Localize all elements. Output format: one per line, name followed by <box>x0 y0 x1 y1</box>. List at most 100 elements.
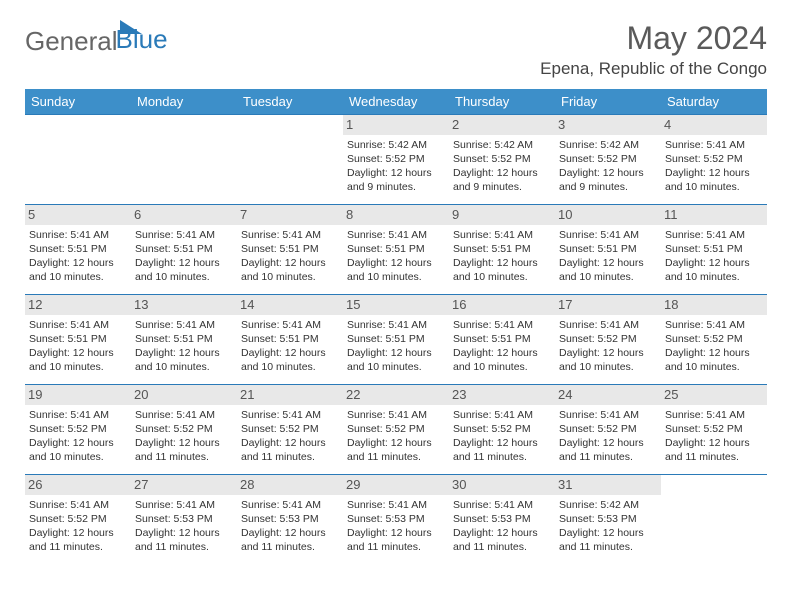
calendar-day-cell: 21Sunrise: 5:41 AMSunset: 5:52 PMDayligh… <box>237 385 343 475</box>
calendar-week-row: 12Sunrise: 5:41 AMSunset: 5:51 PMDayligh… <box>25 295 767 385</box>
calendar-day-cell: 14Sunrise: 5:41 AMSunset: 5:51 PMDayligh… <box>237 295 343 385</box>
calendar-day-cell: 1Sunrise: 5:42 AMSunset: 5:52 PMDaylight… <box>343 115 449 205</box>
day-number: 24 <box>555 385 661 405</box>
sunrise-line: Sunrise: 5:41 AM <box>29 228 127 242</box>
daylight-line: Daylight: 12 hours and 11 minutes. <box>241 436 339 464</box>
sunrise-line: Sunrise: 5:41 AM <box>453 408 551 422</box>
sunrise-line: Sunrise: 5:41 AM <box>135 498 233 512</box>
day-number: 29 <box>343 475 449 495</box>
sunset-line: Sunset: 5:52 PM <box>665 332 763 346</box>
sunrise-line: Sunrise: 5:41 AM <box>665 228 763 242</box>
sunrise-line: Sunrise: 5:41 AM <box>665 138 763 152</box>
sunset-line: Sunset: 5:52 PM <box>453 422 551 436</box>
daylight-line: Daylight: 12 hours and 9 minutes. <box>347 166 445 194</box>
location-label: Epena, Republic of the Congo <box>540 59 767 79</box>
daylight-line: Daylight: 12 hours and 11 minutes. <box>453 526 551 554</box>
weekday-header: Wednesday <box>343 89 449 115</box>
sunset-line: Sunset: 5:51 PM <box>559 242 657 256</box>
day-number: 21 <box>237 385 343 405</box>
daylight-line: Daylight: 12 hours and 10 minutes. <box>665 166 763 194</box>
sunrise-line: Sunrise: 5:41 AM <box>347 318 445 332</box>
sunset-line: Sunset: 5:52 PM <box>29 422 127 436</box>
calendar-day-cell: 30Sunrise: 5:41 AMSunset: 5:53 PMDayligh… <box>449 475 555 565</box>
sunrise-line: Sunrise: 5:41 AM <box>453 318 551 332</box>
sunset-line: Sunset: 5:51 PM <box>135 242 233 256</box>
sunset-line: Sunset: 5:53 PM <box>559 512 657 526</box>
sunrise-line: Sunrise: 5:41 AM <box>241 498 339 512</box>
sunset-line: Sunset: 5:51 PM <box>29 242 127 256</box>
sunrise-line: Sunrise: 5:41 AM <box>559 228 657 242</box>
daylight-line: Daylight: 12 hours and 10 minutes. <box>29 256 127 284</box>
weekday-header: Thursday <box>449 89 555 115</box>
day-number: 4 <box>661 115 767 135</box>
day-number: 15 <box>343 295 449 315</box>
calendar-day-cell: 12Sunrise: 5:41 AMSunset: 5:51 PMDayligh… <box>25 295 131 385</box>
calendar-day-cell: 19Sunrise: 5:41 AMSunset: 5:52 PMDayligh… <box>25 385 131 475</box>
weekday-header: Friday <box>555 89 661 115</box>
calendar-day-cell: 20Sunrise: 5:41 AMSunset: 5:52 PMDayligh… <box>131 385 237 475</box>
logo-text-general: General <box>25 26 118 57</box>
header: General Blue May 2024 Epena, Republic of… <box>25 20 767 79</box>
sunset-line: Sunset: 5:51 PM <box>135 332 233 346</box>
sunrise-line: Sunrise: 5:41 AM <box>29 498 127 512</box>
day-number: 12 <box>25 295 131 315</box>
daylight-line: Daylight: 12 hours and 10 minutes. <box>665 256 763 284</box>
day-number: 7 <box>237 205 343 225</box>
sunrise-line: Sunrise: 5:41 AM <box>29 408 127 422</box>
day-number: 3 <box>555 115 661 135</box>
daylight-line: Daylight: 12 hours and 10 minutes. <box>559 256 657 284</box>
sunrise-line: Sunrise: 5:41 AM <box>347 498 445 512</box>
sunset-line: Sunset: 5:52 PM <box>29 512 127 526</box>
calendar-day-cell: 29Sunrise: 5:41 AMSunset: 5:53 PMDayligh… <box>343 475 449 565</box>
daylight-line: Daylight: 12 hours and 11 minutes. <box>29 526 127 554</box>
sunset-line: Sunset: 5:52 PM <box>135 422 233 436</box>
calendar-day-cell: 15Sunrise: 5:41 AMSunset: 5:51 PMDayligh… <box>343 295 449 385</box>
sunrise-line: Sunrise: 5:41 AM <box>665 408 763 422</box>
calendar-day-cell: 22Sunrise: 5:41 AMSunset: 5:52 PMDayligh… <box>343 385 449 475</box>
calendar-day-cell: 13Sunrise: 5:41 AMSunset: 5:51 PMDayligh… <box>131 295 237 385</box>
calendar-day-cell: 3Sunrise: 5:42 AMSunset: 5:52 PMDaylight… <box>555 115 661 205</box>
calendar-day-cell: 27Sunrise: 5:41 AMSunset: 5:53 PMDayligh… <box>131 475 237 565</box>
sunrise-line: Sunrise: 5:41 AM <box>135 228 233 242</box>
daylight-line: Daylight: 12 hours and 10 minutes. <box>347 346 445 374</box>
calendar-day-cell: 23Sunrise: 5:41 AMSunset: 5:52 PMDayligh… <box>449 385 555 475</box>
calendar-day-cell: 6Sunrise: 5:41 AMSunset: 5:51 PMDaylight… <box>131 205 237 295</box>
daylight-line: Daylight: 12 hours and 10 minutes. <box>453 256 551 284</box>
sunset-line: Sunset: 5:51 PM <box>241 242 339 256</box>
sunset-line: Sunset: 5:52 PM <box>559 422 657 436</box>
sunrise-line: Sunrise: 5:42 AM <box>453 138 551 152</box>
daylight-line: Daylight: 12 hours and 10 minutes. <box>29 346 127 374</box>
daylight-line: Daylight: 12 hours and 11 minutes. <box>453 436 551 464</box>
daylight-line: Daylight: 12 hours and 11 minutes. <box>135 436 233 464</box>
daylight-line: Daylight: 12 hours and 10 minutes. <box>665 346 763 374</box>
daylight-line: Daylight: 12 hours and 11 minutes. <box>347 436 445 464</box>
calendar-day-cell: 7Sunrise: 5:41 AMSunset: 5:51 PMDaylight… <box>237 205 343 295</box>
daylight-line: Daylight: 12 hours and 10 minutes. <box>559 346 657 374</box>
daylight-line: Daylight: 12 hours and 10 minutes. <box>135 346 233 374</box>
calendar-day-cell: 28Sunrise: 5:41 AMSunset: 5:53 PMDayligh… <box>237 475 343 565</box>
day-number: 9 <box>449 205 555 225</box>
sunset-line: Sunset: 5:51 PM <box>453 332 551 346</box>
sunrise-line: Sunrise: 5:41 AM <box>347 228 445 242</box>
daylight-line: Daylight: 12 hours and 11 minutes. <box>347 526 445 554</box>
sunrise-line: Sunrise: 5:41 AM <box>135 318 233 332</box>
calendar-week-row: 5Sunrise: 5:41 AMSunset: 5:51 PMDaylight… <box>25 205 767 295</box>
calendar-day-cell: 9Sunrise: 5:41 AMSunset: 5:51 PMDaylight… <box>449 205 555 295</box>
title-block: May 2024 Epena, Republic of the Congo <box>540 20 767 79</box>
logo-text-blue: Blue <box>116 24 168 55</box>
sunrise-line: Sunrise: 5:41 AM <box>347 408 445 422</box>
calendar-day-cell: 17Sunrise: 5:41 AMSunset: 5:52 PMDayligh… <box>555 295 661 385</box>
sunrise-line: Sunrise: 5:41 AM <box>135 408 233 422</box>
sunrise-line: Sunrise: 5:42 AM <box>559 498 657 512</box>
sunset-line: Sunset: 5:51 PM <box>453 242 551 256</box>
sunrise-line: Sunrise: 5:41 AM <box>665 318 763 332</box>
day-number: 19 <box>25 385 131 405</box>
sunset-line: Sunset: 5:53 PM <box>453 512 551 526</box>
daylight-line: Daylight: 12 hours and 9 minutes. <box>559 166 657 194</box>
calendar-day-cell <box>237 115 343 205</box>
calendar-day-cell <box>25 115 131 205</box>
sunrise-line: Sunrise: 5:41 AM <box>29 318 127 332</box>
weekday-header: Saturday <box>661 89 767 115</box>
sunrise-line: Sunrise: 5:42 AM <box>559 138 657 152</box>
calendar-day-cell: 18Sunrise: 5:41 AMSunset: 5:52 PMDayligh… <box>661 295 767 385</box>
